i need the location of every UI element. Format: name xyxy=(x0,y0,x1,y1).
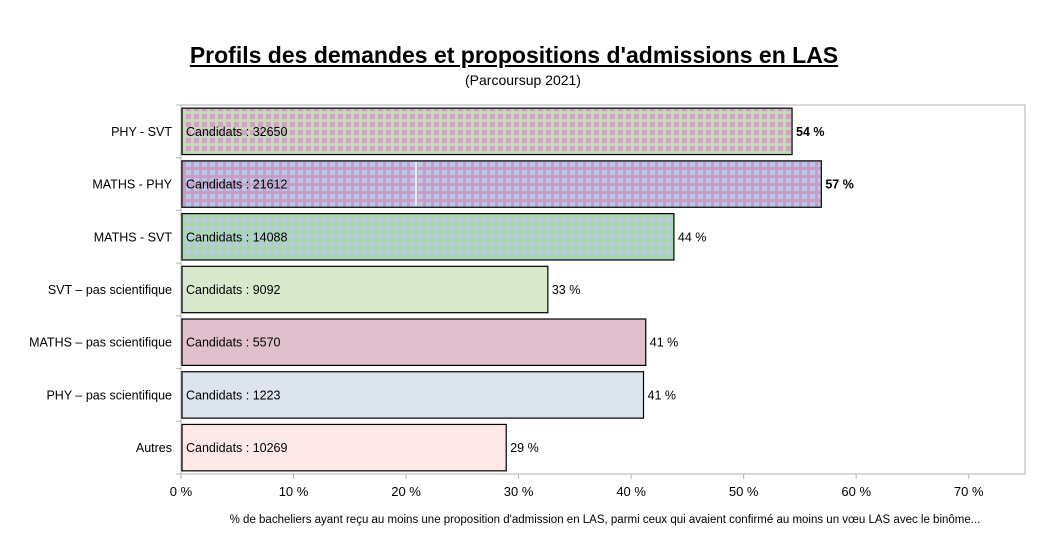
x-tick-label: 40 % xyxy=(616,484,646,499)
bar xyxy=(181,160,822,208)
bar-candidates-label: Candidats : 1223 xyxy=(186,388,281,402)
x-tick-label: 0 % xyxy=(170,484,193,499)
bar xyxy=(181,318,647,367)
bar xyxy=(181,265,549,314)
bar-value-label: 41 % xyxy=(650,336,679,350)
chart-title: Profils des demandes et propositions d'a… xyxy=(189,42,839,68)
x-tick-label: 60 % xyxy=(841,484,871,499)
bar-candidates-label: Candidats : 14088 xyxy=(186,230,288,244)
bar xyxy=(181,371,645,419)
x-tick-label: 10 % xyxy=(279,484,309,499)
bar xyxy=(181,212,675,261)
y-category-label: SVT – pas scientifique xyxy=(48,283,172,297)
bar xyxy=(181,107,793,156)
bar-value-label: 57 % xyxy=(825,178,854,192)
bar-value-label: 29 % xyxy=(510,441,538,455)
x-tick-label: 50 % xyxy=(729,484,759,499)
bar-value-label: 41 % xyxy=(648,388,677,402)
y-category-label: MATHS - PHY xyxy=(92,178,172,192)
bar-candidates-label: Candidats : 32650 xyxy=(186,125,288,139)
y-category-label: PHY - SVT xyxy=(111,125,172,139)
x-tick-label: 20 % xyxy=(391,484,421,499)
bar-value-label: 33 % xyxy=(552,283,581,297)
x-axis-label: % de bacheliers ayant reçu au moins une … xyxy=(229,514,981,526)
bar-value-label: 54 % xyxy=(796,125,825,139)
bar-candidates-label: Candidats : 9092 xyxy=(186,283,281,297)
bar-candidates-label: Candidats : 21612 xyxy=(186,178,288,192)
y-category-label: Autres xyxy=(136,441,172,455)
plot-area-frame xyxy=(180,104,1026,475)
bar-value-label: 44 % xyxy=(678,230,707,244)
chart-subtitle: (Parcoursup 2021) xyxy=(465,72,581,88)
x-tick-label: 70 % xyxy=(954,484,984,499)
bar-candidates-label: Candidats : 10269 xyxy=(186,441,288,455)
bar xyxy=(181,423,507,472)
bar-candidates-label: Candidats : 5570 xyxy=(186,336,281,350)
y-category-label: PHY – pas scientifique xyxy=(46,388,172,402)
y-category-label: MATHS – pas scientifique xyxy=(29,336,172,350)
y-category-label: MATHS - SVT xyxy=(94,230,173,244)
x-tick-label: 30 % xyxy=(504,484,534,499)
